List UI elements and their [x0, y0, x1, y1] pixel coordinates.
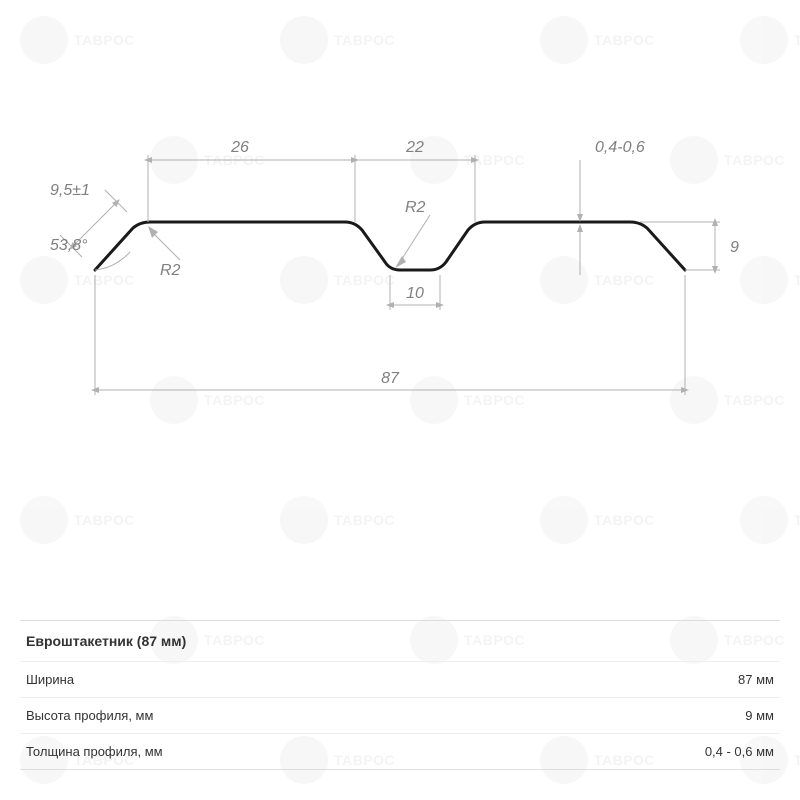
spec-value: 9 мм: [745, 708, 774, 723]
spec-value: 0,4 - 0,6 мм: [705, 744, 774, 759]
dim-22: 22: [405, 139, 424, 156]
spec-row: Толщина профиля, мм 0,4 - 0,6 мм: [20, 734, 780, 770]
spec-label: Толщина профиля, мм: [26, 744, 163, 759]
dim-valley: 10: [406, 285, 424, 302]
dim-r2-center: R2: [405, 199, 426, 216]
spec-row: Ширина 87 мм: [20, 662, 780, 698]
dim-thickness: 0,4-0,6: [595, 139, 645, 156]
dim-total: 87: [381, 370, 400, 387]
spec-row: Высота профиля, мм 9 мм: [20, 698, 780, 734]
spec-value: 87 мм: [738, 672, 774, 687]
dim-r2-left: R2: [160, 262, 181, 279]
spec-title: Евроштакетник (87 мм): [20, 620, 780, 662]
spec-label: Ширина: [26, 672, 74, 687]
profile-diagram: 26 22 0,4-0,6 9,5±1 53,8° R2 R2 10 9 87: [0, 0, 800, 600]
dim-angle: 53,8°: [50, 237, 88, 254]
dim-height: 9: [730, 239, 739, 256]
spec-label: Высота профиля, мм: [26, 708, 153, 723]
dim-edge: 9,5±1: [50, 182, 90, 199]
dim-26: 26: [230, 139, 249, 156]
profile-path: [95, 222, 685, 270]
spec-table: Евроштакетник (87 мм) Ширина 87 мм Высот…: [20, 620, 780, 770]
